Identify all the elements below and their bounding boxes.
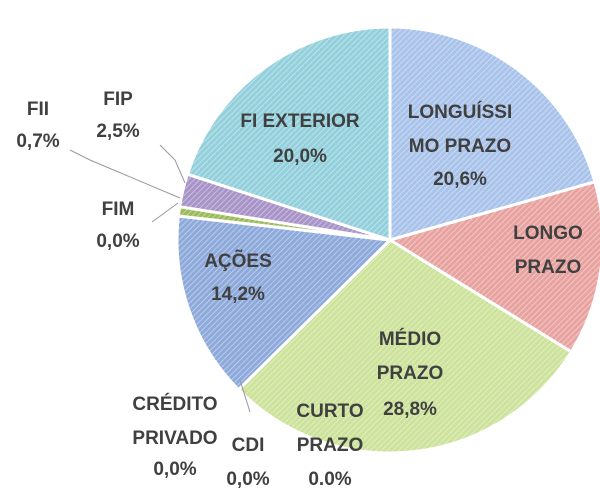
leader-line bbox=[69, 149, 181, 199]
pie-slice bbox=[185, 25, 392, 243]
leader-line bbox=[159, 144, 186, 184]
value-label: 0.0% bbox=[308, 469, 351, 490]
value-label: 2,5% bbox=[96, 121, 139, 142]
value-label: 14,2% bbox=[211, 284, 265, 305]
slice-label: FII bbox=[27, 99, 49, 120]
pie-slice bbox=[236, 238, 574, 455]
slice-label: FIM bbox=[102, 199, 135, 220]
slice-label: LONGUÍSSI MO PRAZO bbox=[408, 101, 513, 157]
value-label: 0,0% bbox=[96, 231, 139, 252]
slice-label: LONGO PRAZO bbox=[513, 223, 583, 278]
value-label: 0,0% bbox=[153, 459, 196, 480]
slice-label: CRÉDITO PRIVADO bbox=[132, 393, 217, 449]
leader-lines bbox=[69, 144, 251, 413]
slice-label: CDI bbox=[232, 435, 265, 456]
value-label: 0,7% bbox=[16, 131, 59, 152]
pie bbox=[175, 25, 600, 455]
labels: LONGUÍSSI MO PRAZO 20,6% LONGO PRAZO MÉDIO PRA… bbox=[16, 89, 582, 490]
pie-slice bbox=[175, 214, 394, 392]
pie-slice bbox=[388, 25, 597, 242]
leader-line bbox=[239, 379, 251, 413]
value-label: 28,8% bbox=[383, 399, 437, 420]
leader-line bbox=[151, 202, 179, 223]
value-label: 20,0% bbox=[273, 146, 327, 167]
slice-label: AÇÕES bbox=[204, 250, 272, 272]
slice-label: FIP bbox=[103, 89, 133, 110]
slice-label: CURTO PRAZO bbox=[296, 401, 363, 456]
pie-slice bbox=[386, 180, 600, 354]
slice-label: FI EXTERIOR bbox=[240, 111, 360, 132]
value-label: 20,6% bbox=[433, 169, 487, 190]
value-label: 0,0% bbox=[226, 469, 269, 490]
slice-label: MÉDIO PRAZO bbox=[377, 328, 444, 384]
